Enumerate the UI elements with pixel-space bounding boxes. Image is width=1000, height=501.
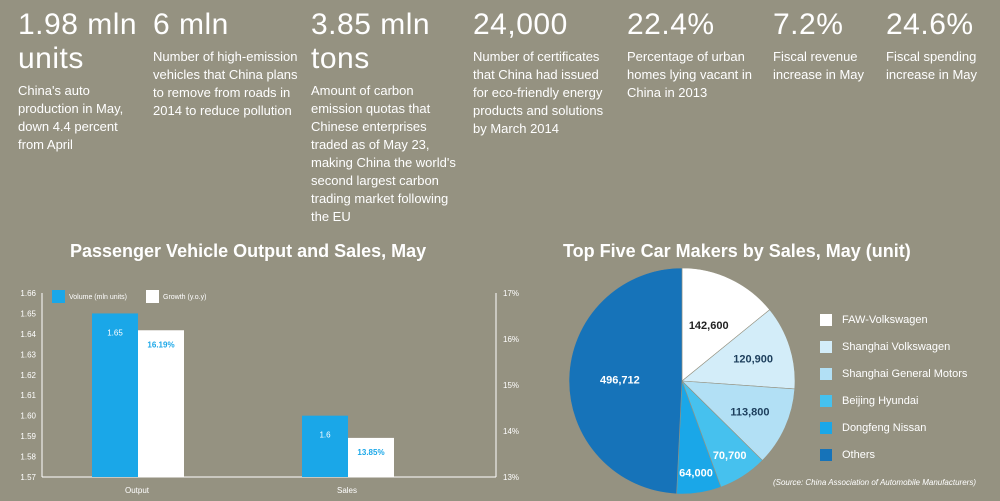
pie-legend-swatch	[820, 394, 832, 407]
source-note: (Source: China Association of Automobile…	[772, 478, 976, 487]
pie-legend-label: Shanghai Volkswagen	[842, 340, 951, 353]
stat-description: Number of certificates that China had is…	[473, 49, 604, 136]
bar-legend-label: Growth (y.o.y)	[163, 294, 206, 301]
right-tick-label: 13%	[503, 473, 519, 482]
pie-legend-swatch	[820, 448, 832, 461]
stat-description: China's auto production in May, down 4.4…	[18, 83, 124, 152]
growth-bar	[138, 330, 184, 477]
stat-description: Number of high-emission vehicles that Ch…	[153, 49, 298, 118]
pie-chart-title: Top Five Car Makers by Sales, May (unit)	[563, 241, 911, 261]
x-tick-label: Sales	[337, 486, 357, 495]
pie-legend-item: Dongfeng Nissan	[820, 414, 967, 441]
stat-auto-production: 1.98 mln units China's auto production i…	[18, 8, 143, 154]
right-tick-label: 17%	[503, 289, 519, 298]
pie-legend-label: Shanghai General Motors	[842, 367, 968, 380]
stat-description: Percentage of urban homes lying vacant i…	[627, 49, 753, 100]
pie-slice	[681, 380, 796, 461]
x-tick-label: Output	[125, 486, 150, 495]
left-tick-label: 1.61	[20, 391, 36, 400]
pie-legend-label: Others	[842, 448, 876, 461]
pie-slice	[681, 267, 771, 382]
pie-legend: FAW-Volkswagen Shanghai Volkswagen Shangha…	[820, 306, 967, 468]
stat-fiscal-spending: 24.6% Fiscal spending increase in May	[886, 8, 996, 84]
left-tick-label: 1.57	[20, 473, 36, 482]
pie-legend-swatch	[820, 340, 832, 353]
left-tick-label: 1.66	[20, 289, 36, 298]
bar-legend-swatch	[52, 290, 65, 303]
stat-fiscal-revenue: 7.2% Fiscal revenue increase in May	[773, 8, 873, 84]
pie-legend-swatch	[820, 313, 832, 326]
pie-data-label: 120,900	[733, 354, 773, 366]
stat-vacant-homes: 22.4% Percentage of urban homes lying va…	[627, 8, 762, 102]
pie-data-label: 496,712	[600, 375, 640, 387]
right-tick-label: 14%	[503, 427, 519, 436]
pie-slice	[568, 267, 683, 495]
left-tick-label: 1.60	[20, 412, 36, 421]
right-tick-label: 16%	[503, 335, 519, 344]
pie-legend-item: Shanghai Volkswagen	[820, 333, 967, 360]
right-tick-label: 15%	[503, 381, 519, 390]
left-tick-label: 1.65	[20, 309, 36, 318]
stat-value: 22.4%	[627, 8, 715, 41]
volume-bar	[92, 313, 138, 477]
pie-legend-item: Shanghai General Motors	[820, 360, 967, 387]
left-tick-label: 1.59	[20, 432, 36, 441]
pie-legend-item: Beijing Hyundai	[820, 387, 967, 414]
bar-chart: 1.57 1.58 1.59 1.60 1.61 1.62 1.63 1.64 1.65 1.66…	[20, 289, 519, 495]
stat-value: 24.6%	[886, 8, 974, 41]
growth-bar	[348, 437, 394, 477]
growth-data-label: 13.85%	[357, 448, 384, 457]
left-tick-label: 1.58	[20, 453, 36, 462]
stat-description: Fiscal revenue increase in May	[773, 49, 865, 82]
stat-high-emission-vehicles: 6 mln Number of high-emission vehicles t…	[153, 8, 298, 120]
left-tick-label: 1.63	[20, 350, 36, 359]
pie-legend-label: FAW-Volkswagen	[842, 313, 928, 326]
pie-legend-swatch	[820, 421, 832, 434]
volume-data-label: 1.6	[319, 431, 331, 440]
pie-slice	[681, 309, 796, 390]
stat-value: 7.2%	[773, 8, 844, 41]
bar-legend-label: Volume (mln units)	[69, 294, 127, 301]
pie-legend-label: Dongfeng Nissan	[842, 421, 927, 434]
stat-carbon-quotas: 3.85 mln tons Amount of carbon emission …	[311, 8, 459, 226]
left-tick-label: 1.62	[20, 371, 36, 380]
stat-description: Fiscal spending increase in May	[886, 49, 978, 82]
volume-data-label: 1.65	[107, 328, 123, 337]
bar-chart-title: Passenger Vehicle Output and Sales, May	[70, 241, 427, 261]
left-tick-label: 1.64	[20, 330, 36, 339]
pie-legend-swatch	[820, 367, 832, 380]
stat-description: Amount of carbon emission quotas that Ch…	[311, 83, 456, 224]
stat-value: 3.85 mln tons	[311, 8, 431, 75]
volume-bar	[302, 415, 348, 477]
growth-data-label: 16.19%	[147, 340, 174, 349]
pie-legend-item: FAW-Volkswagen	[820, 306, 967, 333]
pie-legend-label: Beijing Hyundai	[842, 394, 919, 407]
stat-value: 1.98 mln units	[18, 8, 138, 75]
stat-value: 6 mln	[153, 8, 229, 41]
bar-legend-swatch	[146, 290, 159, 303]
stat-eco-certificates: 24,000 Number of certificates that China…	[473, 8, 613, 138]
stat-value: 24,000	[473, 8, 568, 41]
pie-data-label: 113,800	[730, 407, 769, 419]
pie-legend-item: Others	[820, 441, 967, 468]
pie-data-label: 142,600	[689, 320, 729, 332]
pie-data-label: 70,700	[713, 450, 747, 462]
pie-data-label: 64,000	[679, 468, 713, 480]
